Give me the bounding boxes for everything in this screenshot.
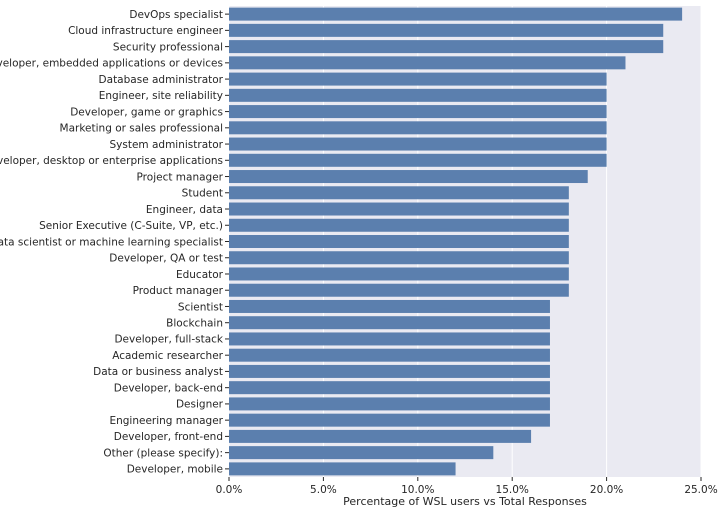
category-label: Data scientist or machine learning speci… (0, 236, 223, 248)
bar (229, 88, 607, 102)
category-label: Academic researcher (112, 350, 223, 362)
category-label: Project manager (137, 171, 224, 183)
category-label: Senior Executive (C-Suite, VP, etc.) (39, 220, 223, 232)
bar (229, 56, 626, 70)
category-label: Developer, mobile (127, 464, 223, 476)
category-label: Developer, back-end (114, 382, 223, 394)
bar (229, 105, 607, 119)
bar (229, 364, 550, 378)
bars (229, 7, 683, 476)
x-tick-label: 5.0% (310, 484, 337, 496)
category-label: Developer, front-end (114, 431, 223, 443)
bar (229, 332, 550, 346)
bar (229, 397, 550, 411)
category-label: Engineering manager (109, 415, 223, 427)
category-label: Developer, QA or test (109, 253, 223, 265)
bar (229, 170, 588, 184)
bar (229, 121, 607, 135)
category-label: System administrator (109, 139, 223, 151)
bar (229, 316, 550, 330)
bar (229, 72, 607, 86)
x-axis-title: Percentage of WSL users vs Total Respons… (343, 495, 587, 508)
bar (229, 235, 569, 248)
bar (229, 429, 532, 443)
bar (229, 137, 607, 151)
category-label: Developer, desktop or enterprise applica… (0, 155, 223, 167)
x-tick-label: 20.0% (590, 484, 623, 496)
category-label: Blockchain (166, 318, 223, 330)
bar (229, 381, 550, 395)
category-label: Developer, embedded applications or devi… (0, 58, 223, 70)
bar (229, 413, 550, 427)
bar (229, 348, 550, 362)
x-tick-label: 0.0% (216, 484, 243, 496)
bar (229, 446, 494, 460)
bar (229, 267, 569, 281)
category-label: Product manager (133, 285, 224, 297)
category-label: Cloud infrastructure engineer (68, 25, 224, 37)
x-tick-label: 15.0% (496, 484, 529, 496)
bar (229, 153, 607, 167)
bar (229, 202, 569, 216)
category-label: Educator (176, 269, 224, 281)
category-label: DevOps specialist (129, 9, 223, 21)
bar (229, 40, 664, 54)
bar (229, 23, 664, 37)
category-label: Student (182, 188, 223, 200)
bar (229, 462, 456, 476)
bar (229, 7, 683, 21)
x-axis-ticks: 0.0% 5.0% 10.0% 15.0% 20.0% 25.0% (216, 477, 718, 496)
category-label: Security professional (113, 41, 223, 53)
bar (229, 186, 569, 200)
category-label: Scientist (178, 301, 223, 313)
category-label: Engineer, data (146, 204, 223, 216)
x-tick-label: 25.0% (684, 484, 717, 496)
bar (229, 218, 569, 232)
category-label: Marketing or sales professional (60, 123, 223, 135)
bar (229, 251, 569, 265)
category-labels: DevOps specialist Cloud infrastructure en… (0, 9, 229, 476)
category-label: Engineer, site reliability (99, 90, 223, 102)
category-label: Data or business analyst (93, 366, 223, 378)
bar (229, 299, 550, 313)
x-tick-label: 10.0% (401, 484, 434, 496)
category-label: Database administrator (99, 74, 224, 86)
category-label: Developer, full-stack (114, 334, 223, 346)
category-label: Other (please specify): (103, 447, 223, 459)
category-label: Developer, game or graphics (70, 106, 223, 118)
bar (229, 283, 569, 297)
category-label: Designer (176, 399, 224, 411)
